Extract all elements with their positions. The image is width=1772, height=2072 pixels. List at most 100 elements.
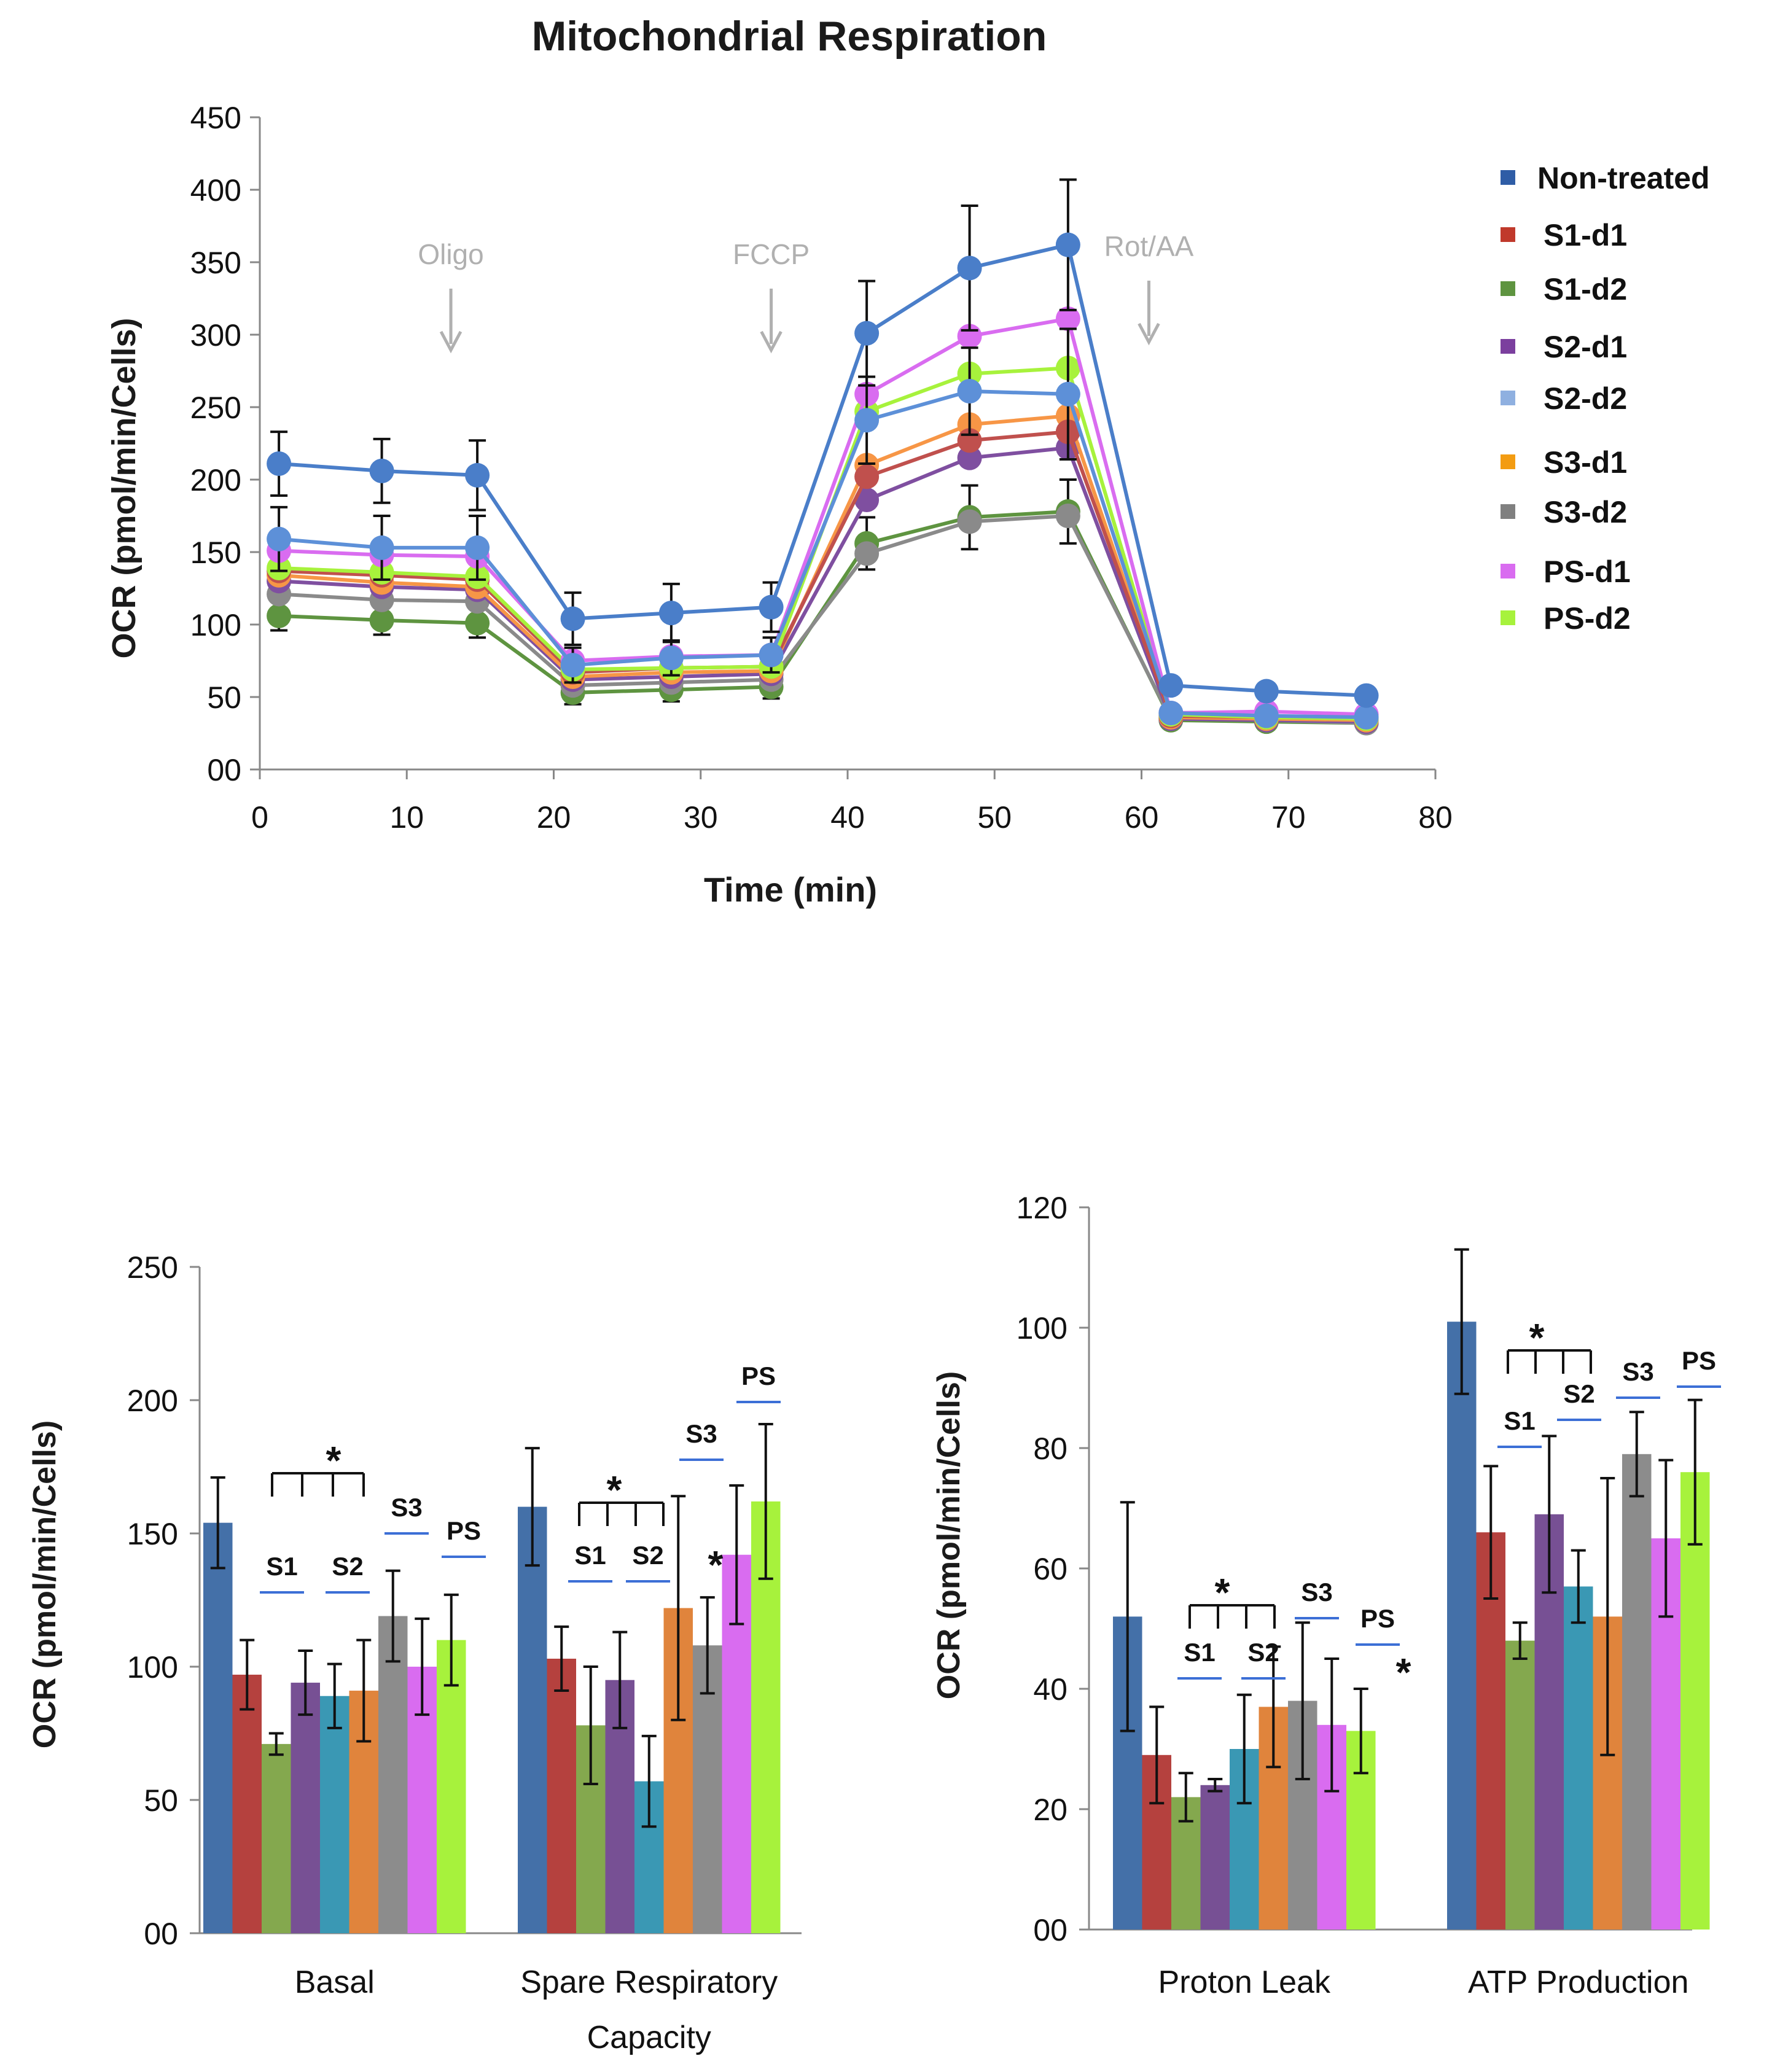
y-tick-label: 150 (127, 1517, 178, 1551)
data-point (1254, 703, 1279, 728)
injection-arrow-head (439, 330, 463, 354)
data-point (854, 408, 880, 433)
y-tick-label: 00 (144, 1917, 178, 1951)
legend-label: S3-d2 (1544, 495, 1627, 529)
series-s2-d2 (267, 327, 1379, 730)
bar-s2-d1 (1200, 1785, 1230, 1930)
x-tick-label: 30 (684, 800, 718, 835)
legend-swatch (1501, 564, 1515, 578)
y-tick-label: 200 (127, 1384, 178, 1418)
legend-label: S2-d1 (1544, 330, 1627, 364)
data-point (369, 535, 394, 560)
bar-s2-d2 (320, 1696, 349, 1933)
y-tick-label: 250 (127, 1250, 178, 1285)
injection-arrow-head (1138, 322, 1160, 346)
y-tick-label: 00 (207, 753, 241, 787)
line-chart-title: Mitochondrial Respiration (532, 13, 1047, 60)
group-label: S1 (266, 1552, 297, 1581)
y-tick-label: 300 (190, 318, 241, 352)
data-point (1055, 504, 1080, 528)
category-label: Proton Leak (1158, 1965, 1331, 2000)
x-tick-label: 80 (1418, 800, 1453, 835)
data-point (1354, 705, 1379, 730)
injection-arrow-head (760, 330, 783, 354)
legend-label: PS-d1 (1544, 555, 1631, 589)
line-chart-xlabel: Time (min) (704, 870, 877, 909)
significance-star: * (326, 1438, 342, 1482)
group-label: S2 (332, 1552, 363, 1581)
bar-non-treated (518, 1506, 547, 1933)
data-point (465, 535, 490, 560)
data-point (1158, 673, 1184, 698)
group-label: S2 (632, 1541, 663, 1570)
legend-swatch (1501, 454, 1515, 469)
group-label: S1 (1184, 1638, 1215, 1667)
category-label: ATP Production (1468, 1965, 1688, 2000)
series-line (278, 366, 1367, 721)
data-point (957, 379, 982, 404)
data-point (1055, 381, 1080, 407)
bar-s1-d2 (262, 1743, 291, 1933)
y-tick-label: 20 (1033, 1793, 1067, 1827)
y-tick-label: 450 (190, 101, 241, 135)
group-label: PS (1682, 1346, 1716, 1375)
data-point (854, 464, 880, 489)
data-point (854, 488, 880, 513)
series-line (278, 316, 1367, 717)
bar-chart-1-ylabel: OCR (pmol/min/Cells) (27, 1420, 63, 1748)
y-tick-label: 200 (190, 463, 241, 497)
data-point (1354, 683, 1379, 708)
category-label: Capacity (587, 2020, 711, 2055)
data-point (1158, 700, 1184, 725)
data-point (369, 458, 394, 483)
legend-label: S1-d2 (1544, 272, 1627, 306)
bar-s1-d1 (547, 1658, 576, 1933)
y-tick-label: 100 (190, 608, 241, 642)
x-tick-label: 70 (1271, 800, 1306, 835)
bar-chart-2-ylabel: OCR (pmol/min/Cells) (931, 1371, 967, 1699)
injection-label: FCCP (733, 238, 810, 270)
y-tick-label: 50 (144, 1783, 178, 1818)
group-label: S3 (1301, 1578, 1332, 1607)
legend-label: PS-d2 (1544, 601, 1631, 636)
bar-ps-d2 (1680, 1472, 1710, 1930)
injection-label: Rot/AA (1104, 230, 1194, 262)
legend-label: Non-treated (1537, 161, 1710, 195)
bar-s2-d2 (1564, 1586, 1593, 1930)
y-tick-label: 150 (190, 536, 241, 570)
y-tick-label: 400 (190, 173, 241, 208)
group-label: S1 (1504, 1406, 1535, 1435)
x-tick-label: 20 (537, 800, 571, 835)
group-label: PS (447, 1516, 481, 1545)
y-tick-label: 00 (1033, 1913, 1067, 1947)
y-tick-label: 100 (1017, 1311, 1067, 1346)
legend-swatch (1501, 391, 1515, 405)
bar-chart-proton-atp: 00 20 40 60 80 100 120 Proton Leak ATP Productio… (1017, 1191, 1721, 2000)
y-tick-label: 350 (190, 246, 241, 280)
line-chart: 00 50 100 150 200 250 300 350 400 450 0 10 20 30 40 50 6… (190, 101, 1710, 835)
legend-swatch (1501, 281, 1515, 296)
legend-swatch (1501, 504, 1515, 519)
group-label: S1 (574, 1541, 606, 1570)
x-tick-label: 10 (389, 800, 424, 835)
data-point (267, 603, 292, 628)
bar-chart-basal-spare: 00 50 100 150 200 250 Basal Spare Respiratory Ca… (127, 1250, 802, 2055)
data-point (759, 594, 784, 620)
data-point (957, 445, 982, 470)
bar-s1-d2 (1505, 1640, 1535, 1930)
group-label: S2 (1563, 1379, 1594, 1408)
y-tick-label: 250 (190, 391, 241, 425)
data-point (560, 606, 585, 631)
data-point (267, 526, 292, 551)
data-point (759, 642, 784, 668)
category-label: Spare Respiratory (520, 1965, 778, 2000)
series-ps-d1 (267, 306, 1379, 727)
group-label: PS (741, 1361, 776, 1390)
group-label: PS (1360, 1604, 1395, 1633)
group-label: S2 (1247, 1638, 1279, 1667)
bar-s3-d2 (1622, 1454, 1652, 1930)
legend-swatch (1501, 610, 1515, 625)
data-point (658, 601, 684, 626)
line-chart-ylabel: OCR (pmol/min/Cells) (106, 317, 142, 658)
